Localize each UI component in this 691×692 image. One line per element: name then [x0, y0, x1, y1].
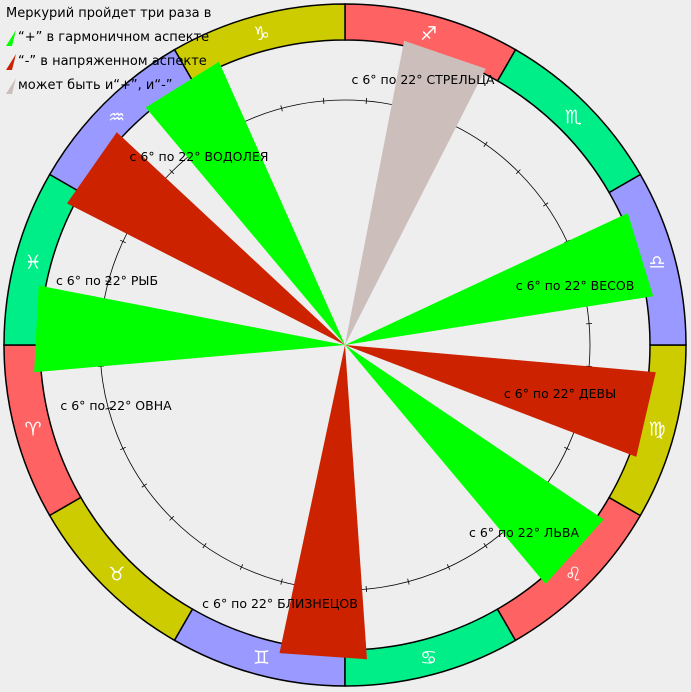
- capricorn-glyph-icon: ♑: [253, 23, 270, 45]
- sector-wedge-virgo: [345, 345, 656, 457]
- sector-label-sagittarius: с 6° по 22° СТРЕЛЬЦА: [352, 72, 495, 87]
- tick-mark: [543, 202, 549, 207]
- legend: Меркурий пройдет три раза в “+” в гармон…: [6, 6, 246, 98]
- sector-wedge-gemini: [279, 345, 367, 660]
- aquarius-glyph-icon: ♒: [108, 107, 125, 129]
- red-triangle-icon: [6, 54, 16, 70]
- tick-mark: [322, 97, 325, 104]
- ring-segment-pisces: [3, 173, 82, 346]
- tick-mark: [280, 105, 283, 112]
- tick-mark: [120, 446, 126, 451]
- tick-mark: [169, 515, 175, 521]
- sector-label-pisces: с 6° по 22° РЫБ: [56, 273, 158, 288]
- legend-item-label: “-” в напряженном аспекте: [18, 54, 207, 69]
- sector-wedge-aquarius: [145, 61, 345, 346]
- sector-label-gemini: с 6° по 22° БЛИЗНЕЦОВ: [202, 596, 358, 611]
- legend-title: Меркурий пройдет три раза в: [6, 6, 212, 21]
- zodiac-glyphs: ♈ ♉ ♊ ♋ ♌ ♍ ♎ ♏ ♐ ♑ ♒ ♓: [24, 23, 665, 669]
- tick-mark: [446, 564, 451, 570]
- sector-wedge-pisces: [67, 132, 345, 345]
- tick-mark: [564, 446, 570, 451]
- sector-labels: с 6° по 22° СТРЕЛЬЦА с 6° по 22° ВЕСОВ с 6…: [56, 72, 634, 611]
- tick-mark: [105, 280, 112, 283]
- tick-mark: [586, 365, 593, 368]
- cancer-glyph-icon: ♋: [420, 647, 437, 669]
- sector-label-libra: с 6° по 22° ВЕСОВ: [516, 278, 635, 293]
- sector-wedge-leo: [345, 345, 604, 585]
- sector-wedge-libra: [345, 213, 654, 345]
- tick-mark: [105, 407, 112, 410]
- aries-glyph-icon: ♈: [24, 419, 41, 441]
- tick-mark: [365, 586, 368, 593]
- tick-mark: [239, 564, 244, 570]
- sector-wedge-aries: [34, 285, 345, 373]
- virgo-glyph-icon: ♍: [648, 419, 665, 441]
- sagittarius-glyph-icon: ♐: [420, 23, 437, 45]
- sector-label-leo: с 6° по 22° ЛЬВА: [469, 525, 579, 540]
- tick-mark: [483, 543, 488, 549]
- taurus-glyph-icon: ♉: [108, 563, 125, 585]
- tick-mark: [120, 239, 126, 244]
- tick-mark: [483, 141, 488, 147]
- sector-wedges: [34, 40, 656, 660]
- tick-mark: [586, 322, 593, 325]
- legend-item-label: “+” в гармоничном аспекте: [18, 30, 210, 45]
- tick-mark: [169, 169, 175, 175]
- green-triangle-icon: [6, 30, 16, 46]
- libra-glyph-icon: ♎: [648, 251, 665, 273]
- leo-glyph-icon: ♌: [565, 563, 582, 585]
- sector-label-aries: с 6° по 22° ОВНА: [60, 398, 172, 413]
- pisces-glyph-icon: ♓: [24, 251, 41, 273]
- tick-mark: [280, 578, 283, 585]
- gemini-glyph-icon: ♊: [253, 647, 270, 669]
- tick-mark: [141, 483, 147, 488]
- sector-label-virgo: с 6° по 22° ДЕВЫ: [504, 386, 616, 401]
- scorpio-glyph-icon: ♏: [565, 107, 582, 129]
- tick-mark: [365, 97, 368, 104]
- legend-item-label: может быть и“+”, и“-”: [18, 78, 173, 93]
- beige-triangle-icon: [6, 78, 16, 94]
- tick-mark: [515, 169, 521, 175]
- tick-mark: [202, 543, 207, 549]
- tick-mark: [407, 578, 410, 585]
- sector-wedge-sagittarius: [345, 40, 486, 346]
- sector-label-aquarius: с 6° по 22° ВОДОЛЕЯ: [130, 149, 269, 164]
